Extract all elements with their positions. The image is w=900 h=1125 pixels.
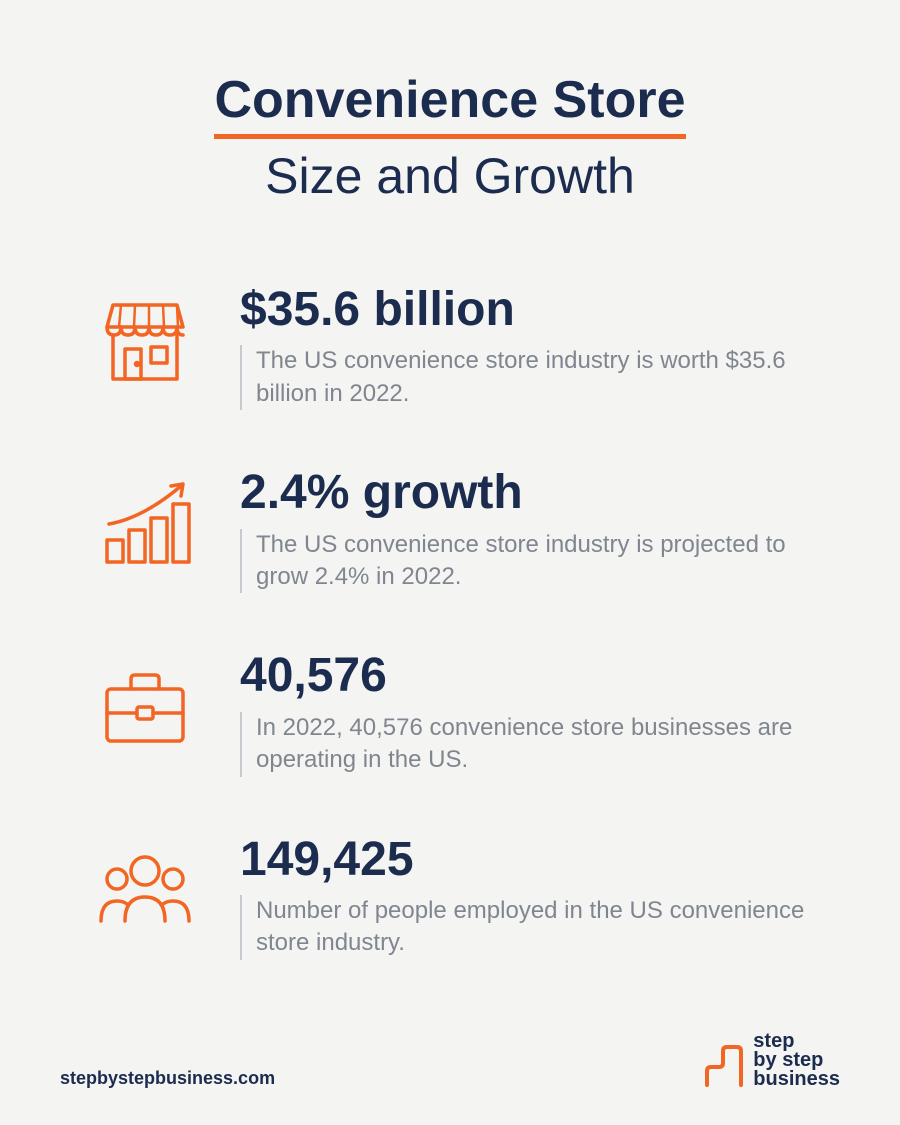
store-icon bbox=[80, 285, 210, 391]
stat-headline: 40,576 bbox=[240, 651, 820, 701]
stat-description: The US convenience store industry is wor… bbox=[240, 345, 820, 410]
stat-headline: $35.6 billion bbox=[240, 285, 820, 335]
stat-description: The US convenience store industry is pro… bbox=[240, 529, 820, 594]
stat-description: Number of people employed in the US conv… bbox=[240, 895, 820, 960]
brand-logo: step by step business bbox=[703, 1032, 840, 1089]
briefcase-icon bbox=[80, 651, 210, 757]
logo-line-3: business bbox=[753, 1070, 840, 1089]
growth-chart-icon bbox=[80, 468, 210, 574]
stat-text-block: $35.6 billion The US convenience store i… bbox=[210, 285, 820, 410]
stat-text-block: 149,425 Number of people employed in the… bbox=[210, 835, 820, 960]
stat-headline: 149,425 bbox=[240, 835, 820, 885]
title-line-1: Convenience Store bbox=[214, 70, 685, 139]
stat-text-block: 2.4% growth The US convenience store ind… bbox=[210, 468, 820, 593]
stat-text-block: 40,576 In 2022, 40,576 convenience store… bbox=[210, 651, 820, 776]
footer-url: stepbystepbusiness.com bbox=[60, 1068, 275, 1089]
logo-steps-icon bbox=[703, 1033, 747, 1089]
stat-row-businesses: 40,576 In 2022, 40,576 convenience store… bbox=[80, 651, 820, 776]
stat-row-market-size: $35.6 billion The US convenience store i… bbox=[80, 285, 820, 410]
header: Convenience Store Size and Growth bbox=[80, 70, 820, 205]
stat-headline: 2.4% growth bbox=[240, 468, 820, 518]
stat-description: In 2022, 40,576 convenience store busine… bbox=[240, 712, 820, 777]
footer: stepbystepbusiness.com step by step busi… bbox=[60, 1032, 840, 1089]
logo-text: step by step business bbox=[753, 1032, 840, 1089]
title-line-2: Size and Growth bbox=[80, 147, 820, 205]
stat-row-growth: 2.4% growth The US convenience store ind… bbox=[80, 468, 820, 593]
stat-row-employees: 149,425 Number of people employed in the… bbox=[80, 835, 820, 960]
people-icon bbox=[80, 835, 210, 941]
